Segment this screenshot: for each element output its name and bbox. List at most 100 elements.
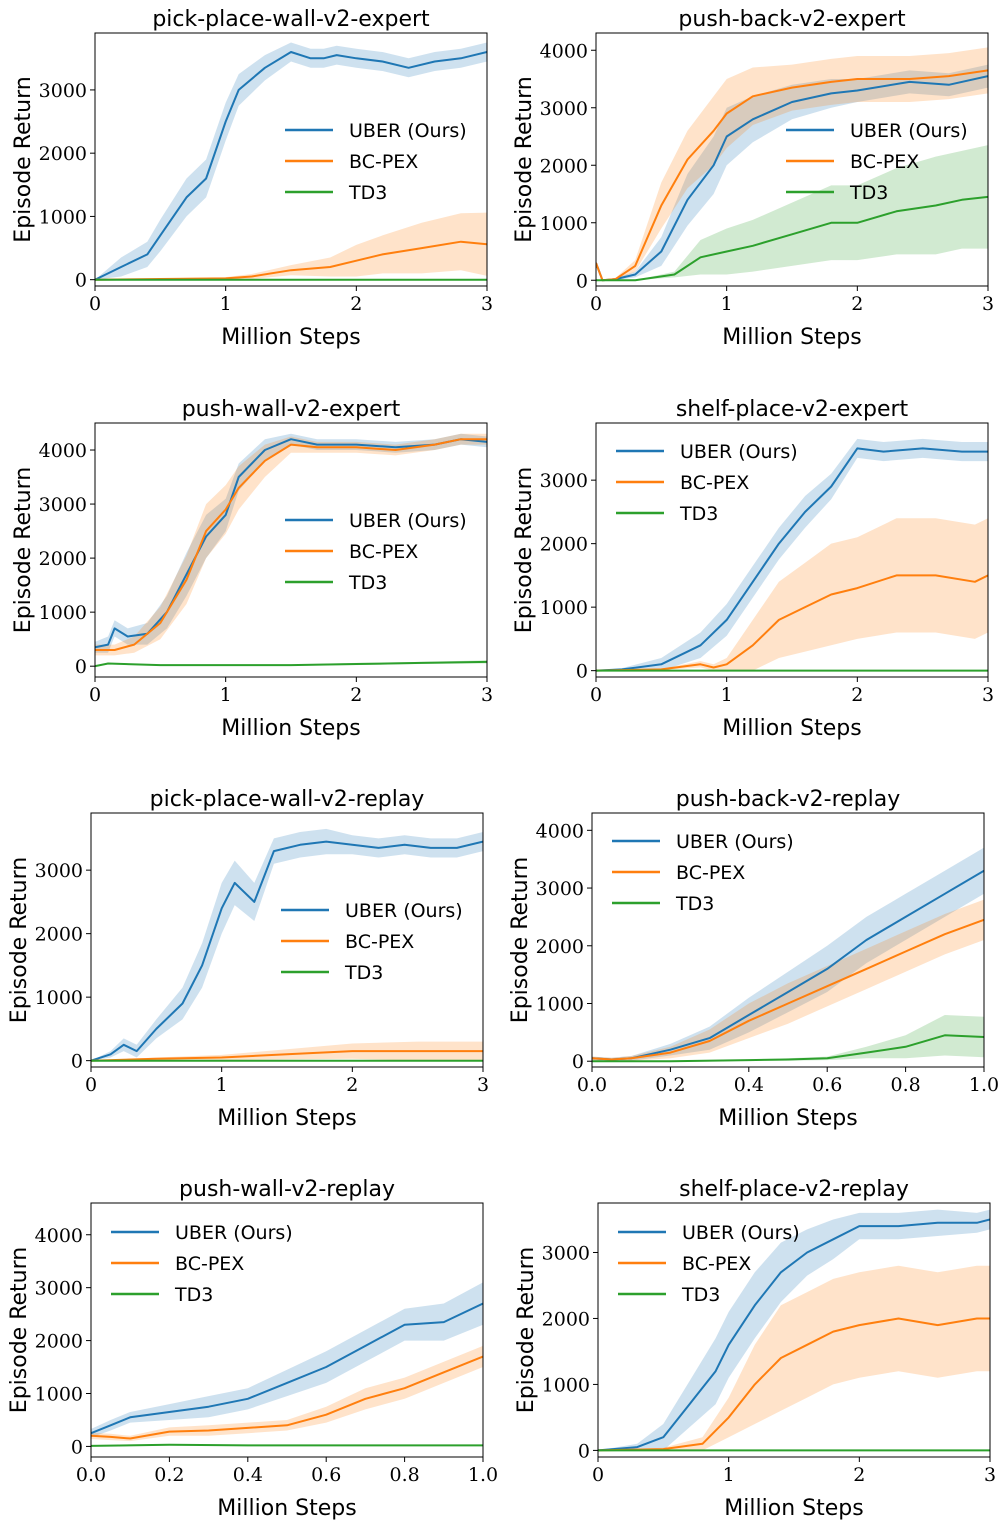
y-axis-label: Episode Return: [11, 467, 36, 633]
chart-panel-2: 0 1 2 3 0 1000 2000 3000 4000 push-back-v2-expert…: [512, 7, 994, 350]
chart-title: pick-place-wall-v2-replay: [150, 787, 425, 812]
y-tick-label: 3000: [39, 80, 87, 102]
y-tick-label: 2000: [35, 924, 83, 946]
y-tick-label: 2000: [542, 1308, 590, 1330]
legend-label: BC-PEX: [850, 151, 919, 173]
y-tick-label: 0: [572, 1051, 584, 1073]
y-tick-label: 3000: [35, 860, 83, 882]
axes-frame: [591, 812, 985, 1068]
x-tick-label: 0.2: [655, 1074, 685, 1096]
x-tick-label: 2: [851, 684, 863, 706]
y-tick-label: 4000: [540, 40, 588, 62]
legend-label: TD3: [679, 503, 718, 525]
y-tick-label: 2000: [39, 548, 87, 570]
chart-panel-5: 0 1 2 3 0 1000 2000 3000 pick-place-wall-v2-repl…: [7, 787, 489, 1131]
x-tick-label: 3: [481, 684, 493, 706]
x-tick-label: 0.8: [389, 1464, 419, 1486]
axes-frame: [90, 812, 484, 1068]
x-axis-label: Million Steps: [221, 325, 360, 350]
series-line-2: [596, 69, 988, 282]
series-line-1: [91, 840, 483, 1062]
series-band-1: [596, 64, 988, 281]
plot-area: [592, 847, 984, 1063]
legend-label: UBER (Ours): [850, 120, 968, 142]
series-line-2: [91, 1355, 483, 1440]
chart-title: shelf-place-v2-replay: [679, 1177, 909, 1202]
x-tick-label: 1.0: [969, 1074, 999, 1096]
chart-title: push-back-v2-replay: [676, 787, 901, 812]
legend-label: BC-PEX: [676, 862, 745, 884]
x-tick-label: 0.8: [890, 1074, 920, 1096]
x-tick-label: 2: [346, 1074, 358, 1096]
x-tick-label: 0: [89, 293, 101, 315]
legend: UBER (Ours) BC-PEX TD3: [612, 831, 794, 915]
series-line-1: [596, 447, 988, 672]
series-line-3: [95, 660, 487, 668]
x-tick-label: 1: [220, 684, 232, 706]
chart-panel-6: 0.0 0.2 0.4 0.6 0.8 1.0 0 1000 2000 3000 4000 push-…: [508, 787, 999, 1131]
y-tick-label: 3000: [542, 1242, 590, 1264]
y-tick-label: 3000: [536, 878, 584, 900]
x-tick-label: 1: [723, 1464, 735, 1486]
series-line-2: [598, 1317, 990, 1452]
y-tick-label: 4000: [35, 1225, 83, 1247]
y-tick-label: 0: [71, 1051, 83, 1073]
series-line-3: [592, 1034, 984, 1063]
series-line-2: [95, 438, 487, 651]
series-band-2: [592, 899, 984, 1062]
y-tick-label: 1000: [536, 994, 584, 1016]
x-tick-label: 0: [89, 684, 101, 706]
series-line-1: [95, 438, 487, 649]
y-tick-label: 2000: [540, 155, 588, 177]
legend-label: BC-PEX: [175, 1253, 244, 1275]
legend-label: UBER (Ours): [676, 831, 794, 853]
chart-panel-3: 0 1 2 3 0 1000 2000 3000 4000 push-wall-v2-expert…: [11, 397, 493, 741]
chart-title: push-wall-v2-expert: [182, 397, 401, 422]
series-band-2: [91, 1041, 483, 1061]
y-tick-label: 0: [576, 661, 588, 683]
series-line-2: [596, 574, 988, 672]
legend: UBER (Ours) BC-PEX TD3: [285, 510, 467, 594]
series-line-2: [91, 1050, 483, 1062]
x-tick-label: 3: [982, 293, 994, 315]
x-tick-label: 2: [851, 293, 863, 315]
legend: UBER (Ours) BC-PEX TD3: [281, 900, 463, 984]
x-axis-label: Million Steps: [217, 1496, 356, 1521]
series-band-1: [91, 828, 483, 1061]
y-tick-label: 2000: [35, 1331, 83, 1353]
legend-label: TD3: [675, 893, 714, 915]
chart-title: push-wall-v2-replay: [179, 1177, 395, 1202]
axes-frame: [94, 422, 488, 678]
legend-label: UBER (Ours): [175, 1222, 293, 1244]
x-tick-label: 0.4: [233, 1464, 263, 1486]
series-band-2: [596, 47, 988, 281]
y-axis-label: Episode Return: [508, 857, 533, 1023]
y-tick-label: 2000: [536, 936, 584, 958]
series-line-2: [592, 918, 984, 1061]
axes-frame: [90, 1202, 484, 1458]
y-tick-label: 1000: [542, 1374, 590, 1396]
series-line-3: [91, 1443, 483, 1447]
x-tick-label: 0.6: [311, 1464, 341, 1486]
legend-label: UBER (Ours): [682, 1222, 800, 1244]
chart-panel-1: 0 1 2 3 0 1000 2000 3000 pick-place-wall-v2-expe…: [11, 7, 493, 350]
x-axis-label: Million Steps: [221, 716, 360, 741]
series-band-2: [596, 518, 988, 671]
x-tick-label: 3: [481, 293, 493, 315]
x-tick-label: 2: [350, 684, 362, 706]
series-line-1: [95, 51, 487, 281]
x-tick-label: 3: [477, 1074, 489, 1096]
y-axis-label: Episode Return: [11, 76, 36, 242]
chart-panel-8: 0 1 2 3 0 1000 2000 3000 shelf-place-v2-replay Mi…: [514, 1177, 996, 1521]
y-axis-label: Episode Return: [514, 1247, 539, 1413]
legend-label: BC-PEX: [349, 541, 418, 563]
x-tick-label: 0.6: [812, 1074, 842, 1096]
y-tick-label: 1000: [35, 1384, 83, 1406]
series-band-1: [95, 42, 487, 280]
y-tick-label: 3000: [35, 1278, 83, 1300]
chart-title: pick-place-wall-v2-expert: [152, 7, 430, 32]
chart-title: shelf-place-v2-expert: [676, 397, 909, 422]
plot-area: [596, 47, 988, 282]
y-tick-label: 0: [75, 270, 87, 292]
legend-label: TD3: [344, 962, 383, 984]
